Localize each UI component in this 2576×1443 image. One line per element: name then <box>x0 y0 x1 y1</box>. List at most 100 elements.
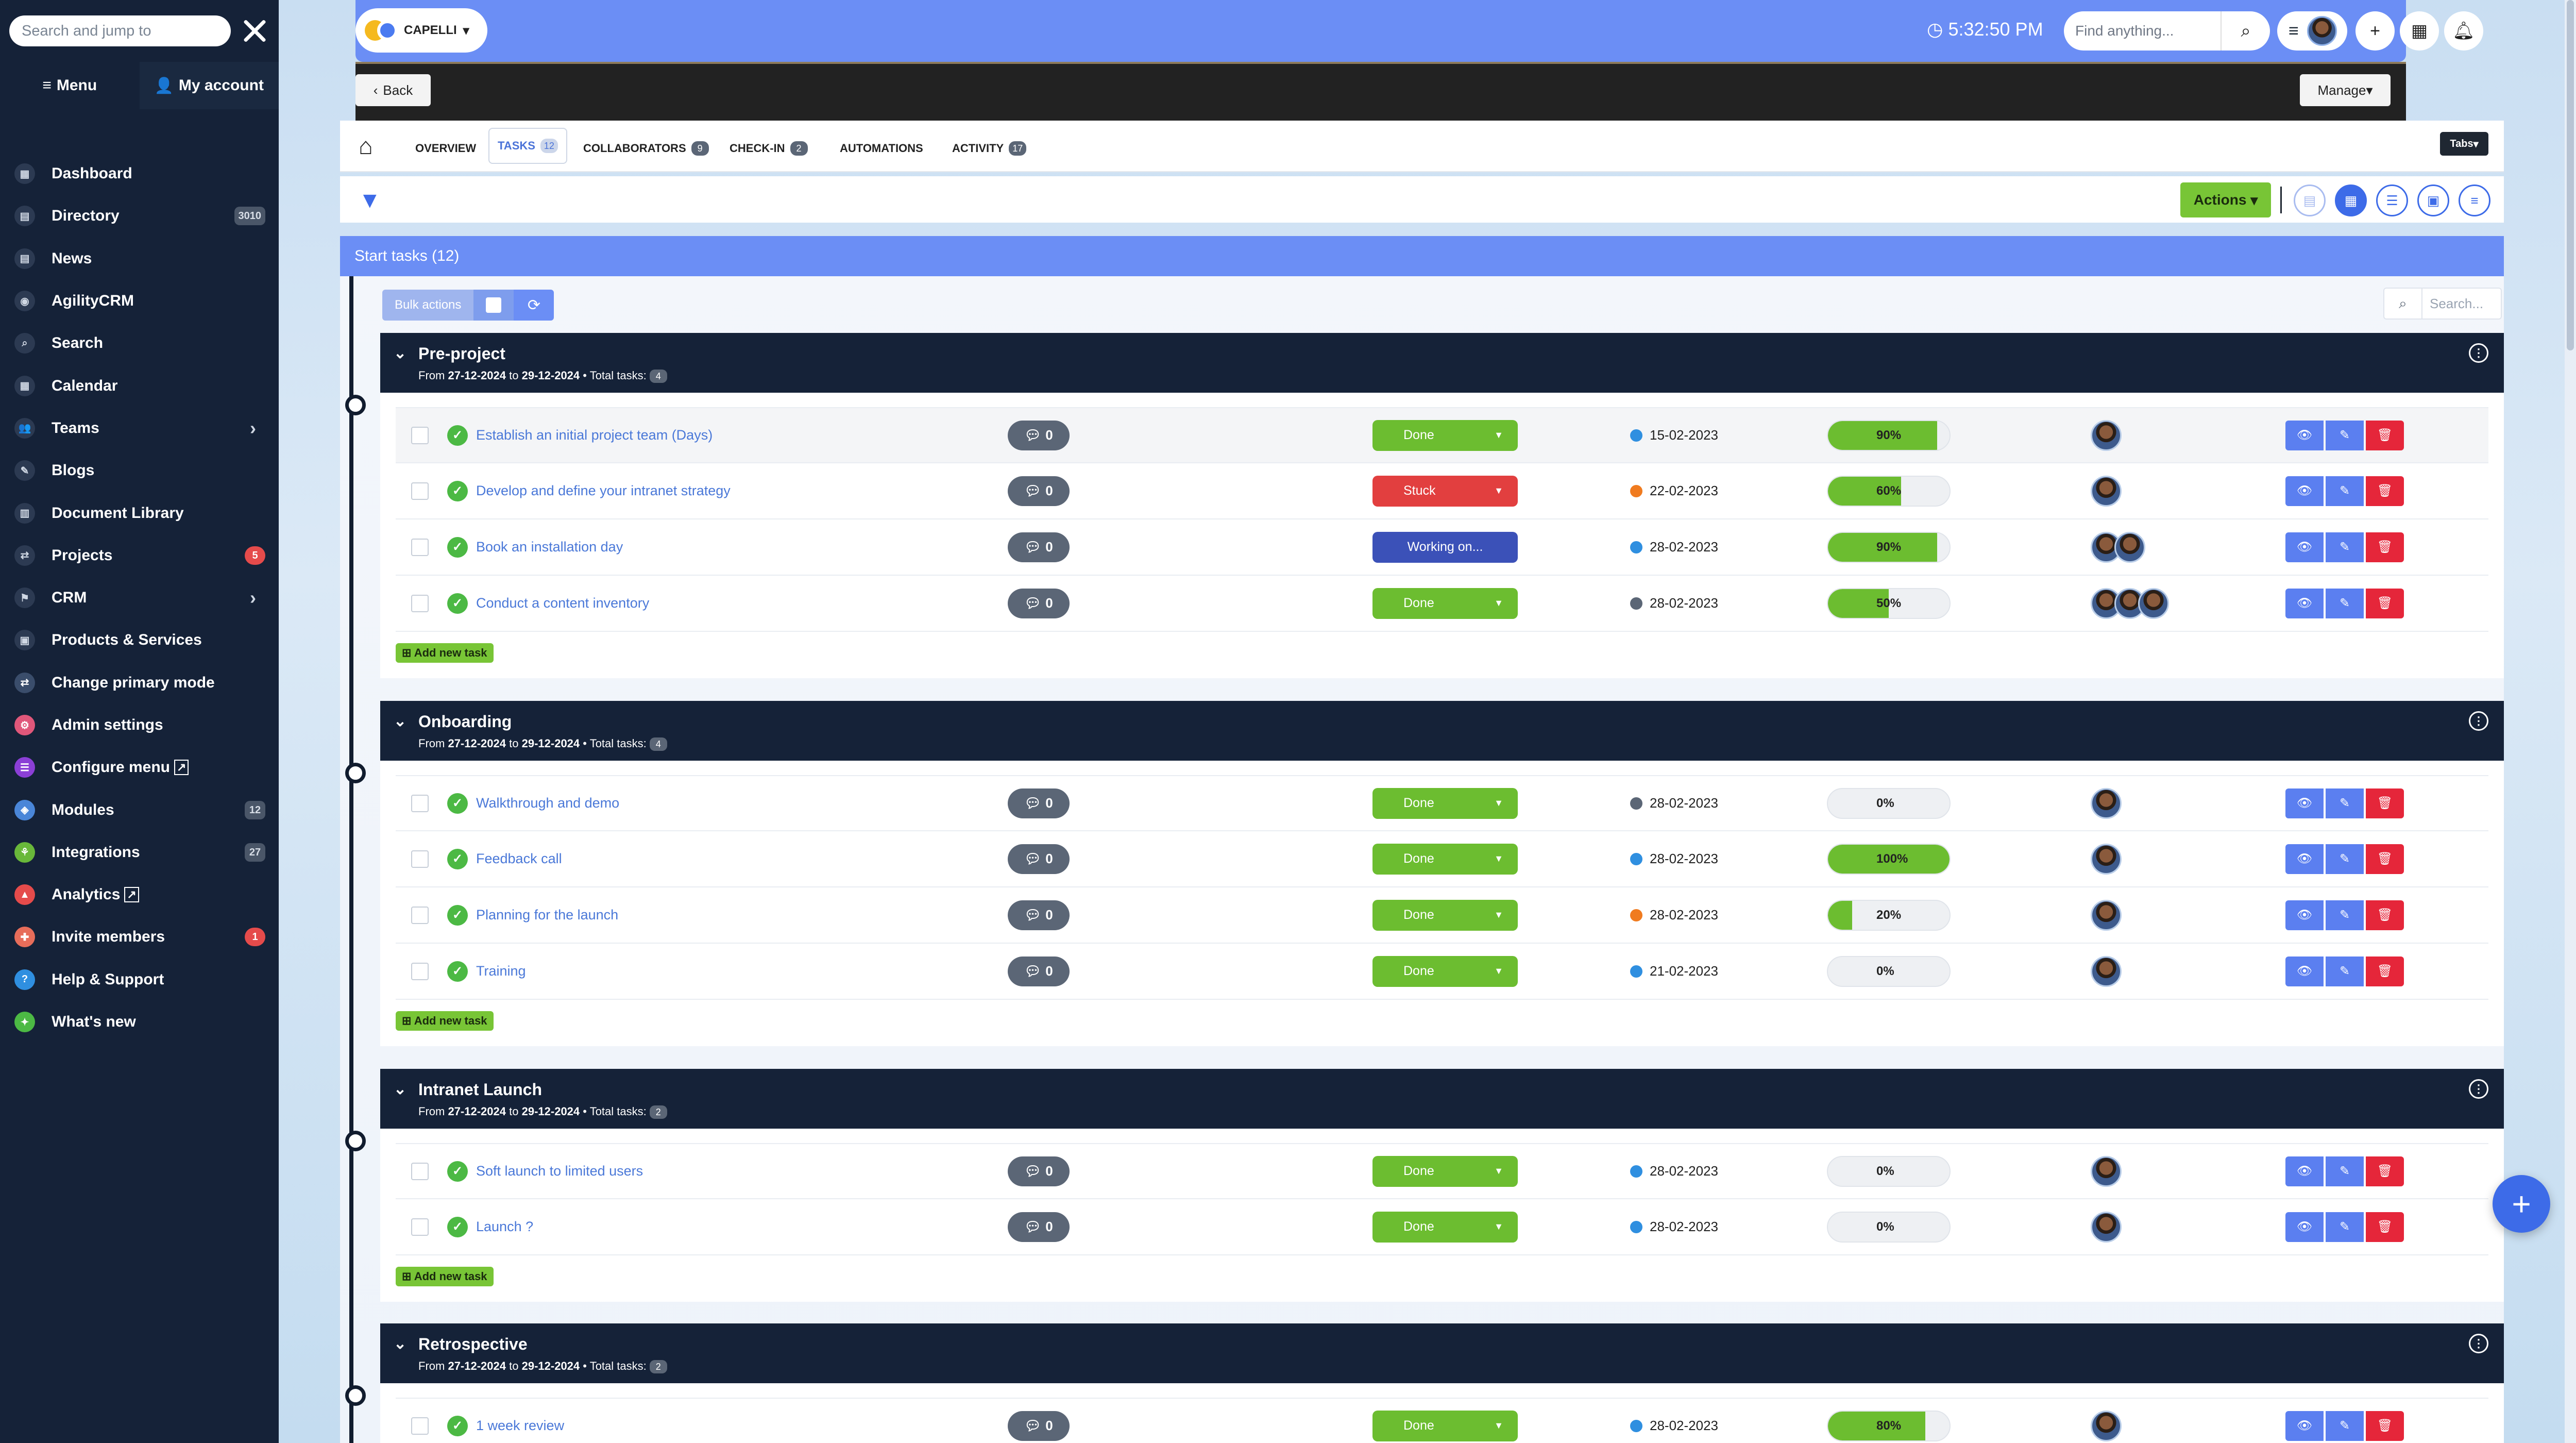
view-icon[interactable]: 👁︎ <box>2285 588 2324 618</box>
sidebar-item-directory[interactable]: ▤ Directory 3010 <box>0 195 279 237</box>
status-dropdown[interactable]: Done ▼ <box>1372 420 1518 451</box>
scrollbar[interactable] <box>2565 0 2576 1443</box>
status-dropdown[interactable]: Working on... <box>1372 531 1518 563</box>
sidebar-item-admin-settings[interactable]: ⚙ Admin settings <box>0 704 279 746</box>
check-circle-icon[interactable]: ✓ <box>447 793 468 814</box>
add-new-task-button[interactable]: ⊞ Add new task <box>396 1011 494 1031</box>
delete-icon[interactable]: 🗑︎ <box>2366 1411 2404 1441</box>
sidebar-item-news[interactable]: ▤ News <box>0 238 279 280</box>
view-icon[interactable]: 👁︎ <box>2285 1411 2324 1441</box>
chevron-down-icon[interactable]: ⌄ <box>394 1081 407 1098</box>
avatar[interactable] <box>2091 955 2122 987</box>
comments-button[interactable]: 💬︎ 0 <box>1008 900 1070 930</box>
status-dropdown[interactable]: Done ▼ <box>1372 1211 1518 1243</box>
sidebar-item-invite-members[interactable]: ✚ Invite members 1 <box>0 916 279 958</box>
rows-view-icon[interactable]: ☰ <box>2376 184 2408 216</box>
status-dropdown[interactable]: Done ▼ <box>1372 899 1518 931</box>
actions-button[interactable]: Actions ▾ <box>2180 182 2271 217</box>
task-checkbox[interactable] <box>411 850 429 868</box>
check-circle-icon[interactable]: ✓ <box>447 1161 468 1182</box>
tab-collaborators[interactable]: COLLABORATORS 9 <box>575 137 717 160</box>
tabs-dropdown[interactable]: Tabs ▾ <box>2440 132 2488 156</box>
bell-icon[interactable]: 🔔︎ <box>2444 11 2483 51</box>
comments-button[interactable]: 💬︎ 0 <box>1008 476 1070 506</box>
avatar[interactable] <box>2091 1155 2122 1187</box>
more-options-icon[interactable]: ⋮ <box>2469 1079 2488 1099</box>
back-button[interactable]: ‹ Back <box>355 74 431 106</box>
check-circle-icon[interactable]: ✓ <box>447 904 468 926</box>
comments-button[interactable]: 💬︎ 0 <box>1008 420 1070 450</box>
task-name-link[interactable]: 1 week review <box>476 1418 565 1433</box>
task-checkbox[interactable] <box>411 482 429 500</box>
edit-icon[interactable]: ✎ <box>2326 476 2364 506</box>
view-icon[interactable]: 👁︎ <box>2285 1212 2324 1242</box>
task-name-link[interactable]: Launch ? <box>476 1219 534 1234</box>
check-circle-icon[interactable]: ✓ <box>447 1216 468 1237</box>
view-icon[interactable]: 👁︎ <box>2285 844 2324 874</box>
chevron-down-icon[interactable]: ⌄ <box>394 1335 407 1352</box>
check-circle-icon[interactable]: ✓ <box>447 1415 468 1436</box>
task-name-link[interactable]: Book an installation day <box>476 539 623 555</box>
comments-button[interactable]: 💬︎ 0 <box>1008 788 1070 818</box>
brand-switcher[interactable]: CAPELLI ▾ <box>355 8 487 53</box>
filter-icon[interactable]: ▼ <box>359 188 381 213</box>
task-checkbox[interactable] <box>411 1417 429 1435</box>
check-circle-icon[interactable]: ✓ <box>447 961 468 982</box>
scrollbar-thumb[interactable] <box>2567 0 2574 350</box>
sidebar-item-agilitycrm[interactable]: ◉ AgilityCRM <box>0 280 279 322</box>
avatar[interactable] <box>2091 1211 2122 1243</box>
comments-button[interactable]: 💬︎ 0 <box>1008 956 1070 986</box>
delete-icon[interactable]: 🗑︎ <box>2366 1156 2404 1186</box>
tab-my-account[interactable]: 👤 My account <box>139 62 279 109</box>
edit-icon[interactable]: ✎ <box>2326 844 2364 874</box>
avatar[interactable] <box>2091 787 2122 819</box>
status-dropdown[interactable]: Stuck ▼ <box>1372 475 1518 507</box>
delete-icon[interactable]: 🗑︎ <box>2366 788 2404 818</box>
add-icon[interactable]: + <box>2355 11 2395 51</box>
sidebar-item-projects[interactable]: ⇄ Projects 5 <box>0 534 279 577</box>
more-options-icon[interactable]: ⋮ <box>2469 343 2488 363</box>
global-search-input[interactable]: Find anything... ⌕ <box>2064 11 2270 51</box>
sidebar-item-crm[interactable]: ⚑ CRM › <box>0 577 279 619</box>
edit-icon[interactable]: ✎ <box>2326 532 2364 562</box>
tab-tasks[interactable]: TASKS 12 <box>488 128 567 164</box>
task-name-link[interactable]: Soft launch to limited users <box>476 1163 643 1179</box>
chevron-right-icon[interactable]: › <box>250 587 256 609</box>
comments-button[interactable]: 💬︎ 0 <box>1008 844 1070 874</box>
avatar[interactable] <box>2138 588 2169 619</box>
sidebar-item-analytics[interactable]: ▲ Analytics ↗ <box>0 874 279 916</box>
view-icon[interactable]: 👁︎ <box>2285 900 2324 930</box>
sidebar-item-teams[interactable]: 👥 Teams › <box>0 407 279 449</box>
edit-icon[interactable]: ✎ <box>2326 1411 2364 1441</box>
avatar[interactable] <box>2091 475 2122 507</box>
more-options-icon[interactable]: ⋮ <box>2469 1334 2488 1353</box>
status-dropdown[interactable]: Done ▼ <box>1372 843 1518 875</box>
task-checkbox[interactable] <box>411 962 429 980</box>
bulk-actions-button[interactable]: Bulk actions <box>382 290 474 321</box>
view-icon[interactable]: 👁︎ <box>2285 420 2324 450</box>
delete-icon[interactable]: 🗑︎ <box>2366 1212 2404 1242</box>
edit-icon[interactable]: ✎ <box>2326 788 2364 818</box>
task-search-input[interactable]: ⌕ Search... <box>2383 288 2502 320</box>
task-name-link[interactable]: Establish an initial project team (Days) <box>476 427 713 443</box>
task-checkbox[interactable] <box>411 426 429 444</box>
select-all-checkbox[interactable] <box>473 290 514 321</box>
avatar[interactable] <box>2091 420 2122 451</box>
edit-icon[interactable]: ✎ <box>2326 900 2364 930</box>
status-dropdown[interactable]: Done ▼ <box>1372 588 1518 619</box>
comments-button[interactable]: 💬︎ 0 <box>1008 1156 1070 1186</box>
tab-check-in[interactable]: CHECK-IN 2 <box>721 137 816 160</box>
task-checkbox[interactable] <box>411 538 429 556</box>
sidebar-item-blogs[interactable]: ✎ Blogs <box>0 449 279 492</box>
task-name-link[interactable]: Conduct a content inventory <box>476 595 650 611</box>
avatar[interactable] <box>2091 899 2122 931</box>
user-menu[interactable]: ≡ <box>2277 11 2347 51</box>
refresh-icon[interactable]: ⟳ <box>514 290 554 321</box>
delete-icon[interactable]: 🗑︎ <box>2366 900 2404 930</box>
delete-icon[interactable]: 🗑︎ <box>2366 420 2404 450</box>
sidebar-item-products-services[interactable]: ▣ Products & Services <box>0 619 279 661</box>
edit-icon[interactable]: ✎ <box>2326 420 2364 450</box>
calendar-icon[interactable]: ▦ <box>2400 11 2439 51</box>
add-floating-button[interactable]: + <box>2493 1175 2550 1233</box>
calendar-view-icon[interactable]: ▣ <box>2417 184 2449 216</box>
